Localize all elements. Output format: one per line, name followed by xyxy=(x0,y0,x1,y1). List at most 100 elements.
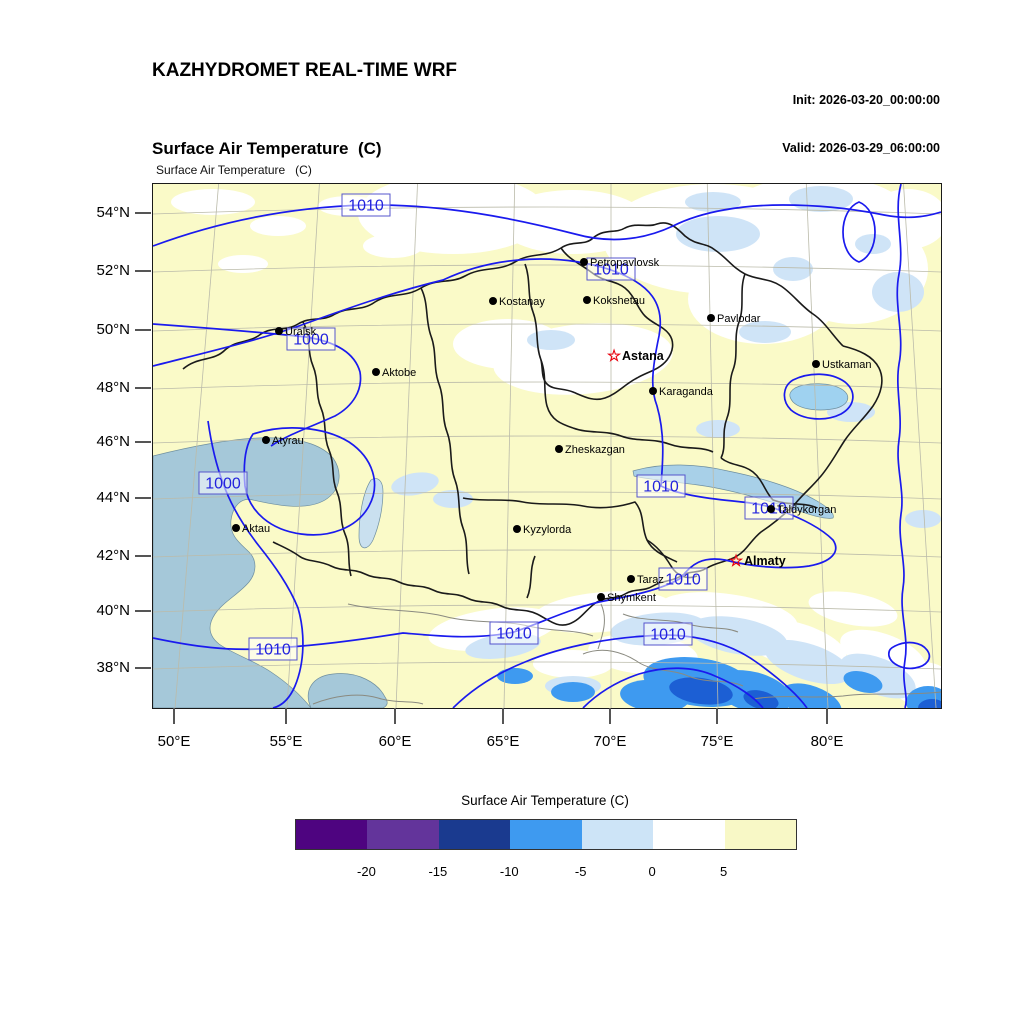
colorbar-segment xyxy=(296,820,368,849)
city-marker-atyrau: Atyrau xyxy=(262,435,304,447)
city-marker-kyzylorda: Kyzylorda xyxy=(513,524,572,536)
svg-text:1000: 1000 xyxy=(293,332,329,349)
colorbar-segment xyxy=(367,820,439,849)
contour-label: 1010 xyxy=(341,193,391,217)
contour-label: 1000 xyxy=(198,471,248,495)
city-marker-taraz: Taraz xyxy=(627,574,664,586)
svg-text:1010: 1010 xyxy=(255,642,291,659)
city-marker-kostanay: Kostanay xyxy=(489,296,545,308)
city-dot-icon xyxy=(649,387,657,395)
cities: Petropavlovsk Kostanay Kokshetau Pavlodar Ur… xyxy=(232,257,872,604)
colorbar-segment xyxy=(653,820,725,849)
svg-text:Kyzylorda: Kyzylorda xyxy=(523,524,572,536)
city-dot-icon xyxy=(262,436,270,444)
city-dot-icon xyxy=(555,445,563,453)
svg-text:Kostanay: Kostanay xyxy=(499,296,545,308)
city-dot-icon xyxy=(372,368,380,376)
svg-text:1010: 1010 xyxy=(496,626,532,643)
city-dot-icon xyxy=(232,524,240,532)
lon-tick xyxy=(826,708,828,724)
lon-tick xyxy=(285,708,287,724)
map-frame: 1010101010001000101010101010101010101010… xyxy=(152,183,942,709)
svg-text:1000: 1000 xyxy=(205,476,241,493)
city-dot-icon xyxy=(513,525,521,533)
contour-label: 1010 xyxy=(248,637,298,661)
lat-label: 48°N xyxy=(96,379,130,396)
colorbar-segment xyxy=(438,820,511,849)
city-marker-aktobe: Aktobe xyxy=(372,367,416,379)
svg-text:Atyrau: Atyrau xyxy=(272,435,304,447)
svg-text:1010: 1010 xyxy=(643,479,679,496)
lat-label: 54°N xyxy=(96,204,130,221)
city-marker-uralsk: Uralsk xyxy=(275,326,317,338)
city-marker-taldykorgan: Taldykorgan xyxy=(767,504,836,516)
city-marker-shymkent: Shymkent xyxy=(597,592,656,604)
city-marker-pavlodar: Pavlodar xyxy=(707,313,761,325)
svg-text:Almaty: Almaty xyxy=(744,554,786,568)
contour-label: 1000 xyxy=(286,327,336,351)
city-marker-almaty: ☆ Almaty xyxy=(729,553,786,570)
city-dot-icon xyxy=(812,360,820,368)
svg-text:Pavlodar: Pavlodar xyxy=(717,313,761,325)
contour-label: 1010 xyxy=(636,474,686,498)
contour-label: 1010 xyxy=(586,257,636,281)
colorbar-tick-label: -5 xyxy=(574,864,587,879)
svg-text:1010: 1010 xyxy=(593,262,629,279)
lat-label: 42°N xyxy=(96,547,130,564)
field-label-temperature: Surface Air Temperature (C) xyxy=(156,163,312,177)
capital-star-icon: ☆ xyxy=(729,553,744,570)
pressure-contours xyxy=(153,184,941,708)
colorbar-tick-label: -20 xyxy=(357,864,376,879)
lon-tick xyxy=(394,708,396,724)
svg-text:Zheskazgan: Zheskazgan xyxy=(565,444,625,456)
svg-text:Kokshetau: Kokshetau xyxy=(593,295,645,307)
run-times: Init: 2026-03-20_00:00:00 Valid: 2026-03… xyxy=(782,60,940,188)
lat-tick xyxy=(135,212,151,214)
lat-label: 46°N xyxy=(96,433,130,450)
lon-label: 60°E xyxy=(378,733,412,750)
svg-text:Taldykorgan: Taldykorgan xyxy=(777,504,836,516)
subtitle-temperature: Surface Air Temperature (C) xyxy=(152,139,382,158)
lat-tick xyxy=(135,387,151,389)
colorbar xyxy=(295,819,797,850)
lon-label: 80°E xyxy=(810,733,844,750)
lat-tick xyxy=(135,497,151,499)
page-title: KAZHYDROMET REAL-TIME WRF xyxy=(152,60,458,81)
city-marker-kokshetau: Kokshetau xyxy=(583,295,645,307)
lat-tick xyxy=(135,555,151,557)
init-time: Init: 2026-03-20_00:00:00 xyxy=(792,93,940,107)
svg-text:Taraz: Taraz xyxy=(637,574,664,586)
lat-tick xyxy=(135,441,151,443)
pressure-contour-labels: 1010101010001000101010101010101010101010 xyxy=(198,193,794,661)
svg-text:Petropavlovsk: Petropavlovsk xyxy=(590,257,660,269)
city-dot-icon xyxy=(275,327,283,335)
svg-text:1010: 1010 xyxy=(665,572,701,589)
region-borders-black xyxy=(182,222,883,626)
colorbar-segment xyxy=(510,820,582,849)
lat-label: 52°N xyxy=(96,262,130,279)
contour-label: 1010 xyxy=(658,567,708,591)
lat-tick xyxy=(135,610,151,612)
city-dot-icon xyxy=(580,258,588,266)
weather-map-canvas: 1010101010001000101010101010101010101010… xyxy=(153,184,941,708)
svg-text:1010: 1010 xyxy=(348,198,384,215)
city-marker-ustkaman: Ustkaman xyxy=(812,359,872,371)
svg-text:Astana: Astana xyxy=(622,349,665,363)
lat-tick xyxy=(135,270,151,272)
city-marker-zheskazgan: Zheskazgan xyxy=(555,444,625,456)
city-dot-icon xyxy=(627,575,635,583)
city-marker-karaganda: Karaganda xyxy=(649,386,714,398)
lon-label: 65°E xyxy=(486,733,520,750)
lon-label: 75°E xyxy=(700,733,734,750)
svg-text:1010: 1010 xyxy=(650,627,686,644)
city-dot-icon xyxy=(583,296,591,304)
city-marker-astana: ☆ Astana xyxy=(607,348,665,365)
city-dot-icon xyxy=(707,314,715,322)
capital-star-icon: ☆ xyxy=(607,348,622,365)
lat-label: 38°N xyxy=(96,659,130,676)
city-marker-aktau: Aktau xyxy=(232,523,270,535)
city-dot-icon xyxy=(767,505,775,513)
city-dot-icon xyxy=(489,297,497,305)
svg-text:Ustkaman: Ustkaman xyxy=(822,359,872,371)
